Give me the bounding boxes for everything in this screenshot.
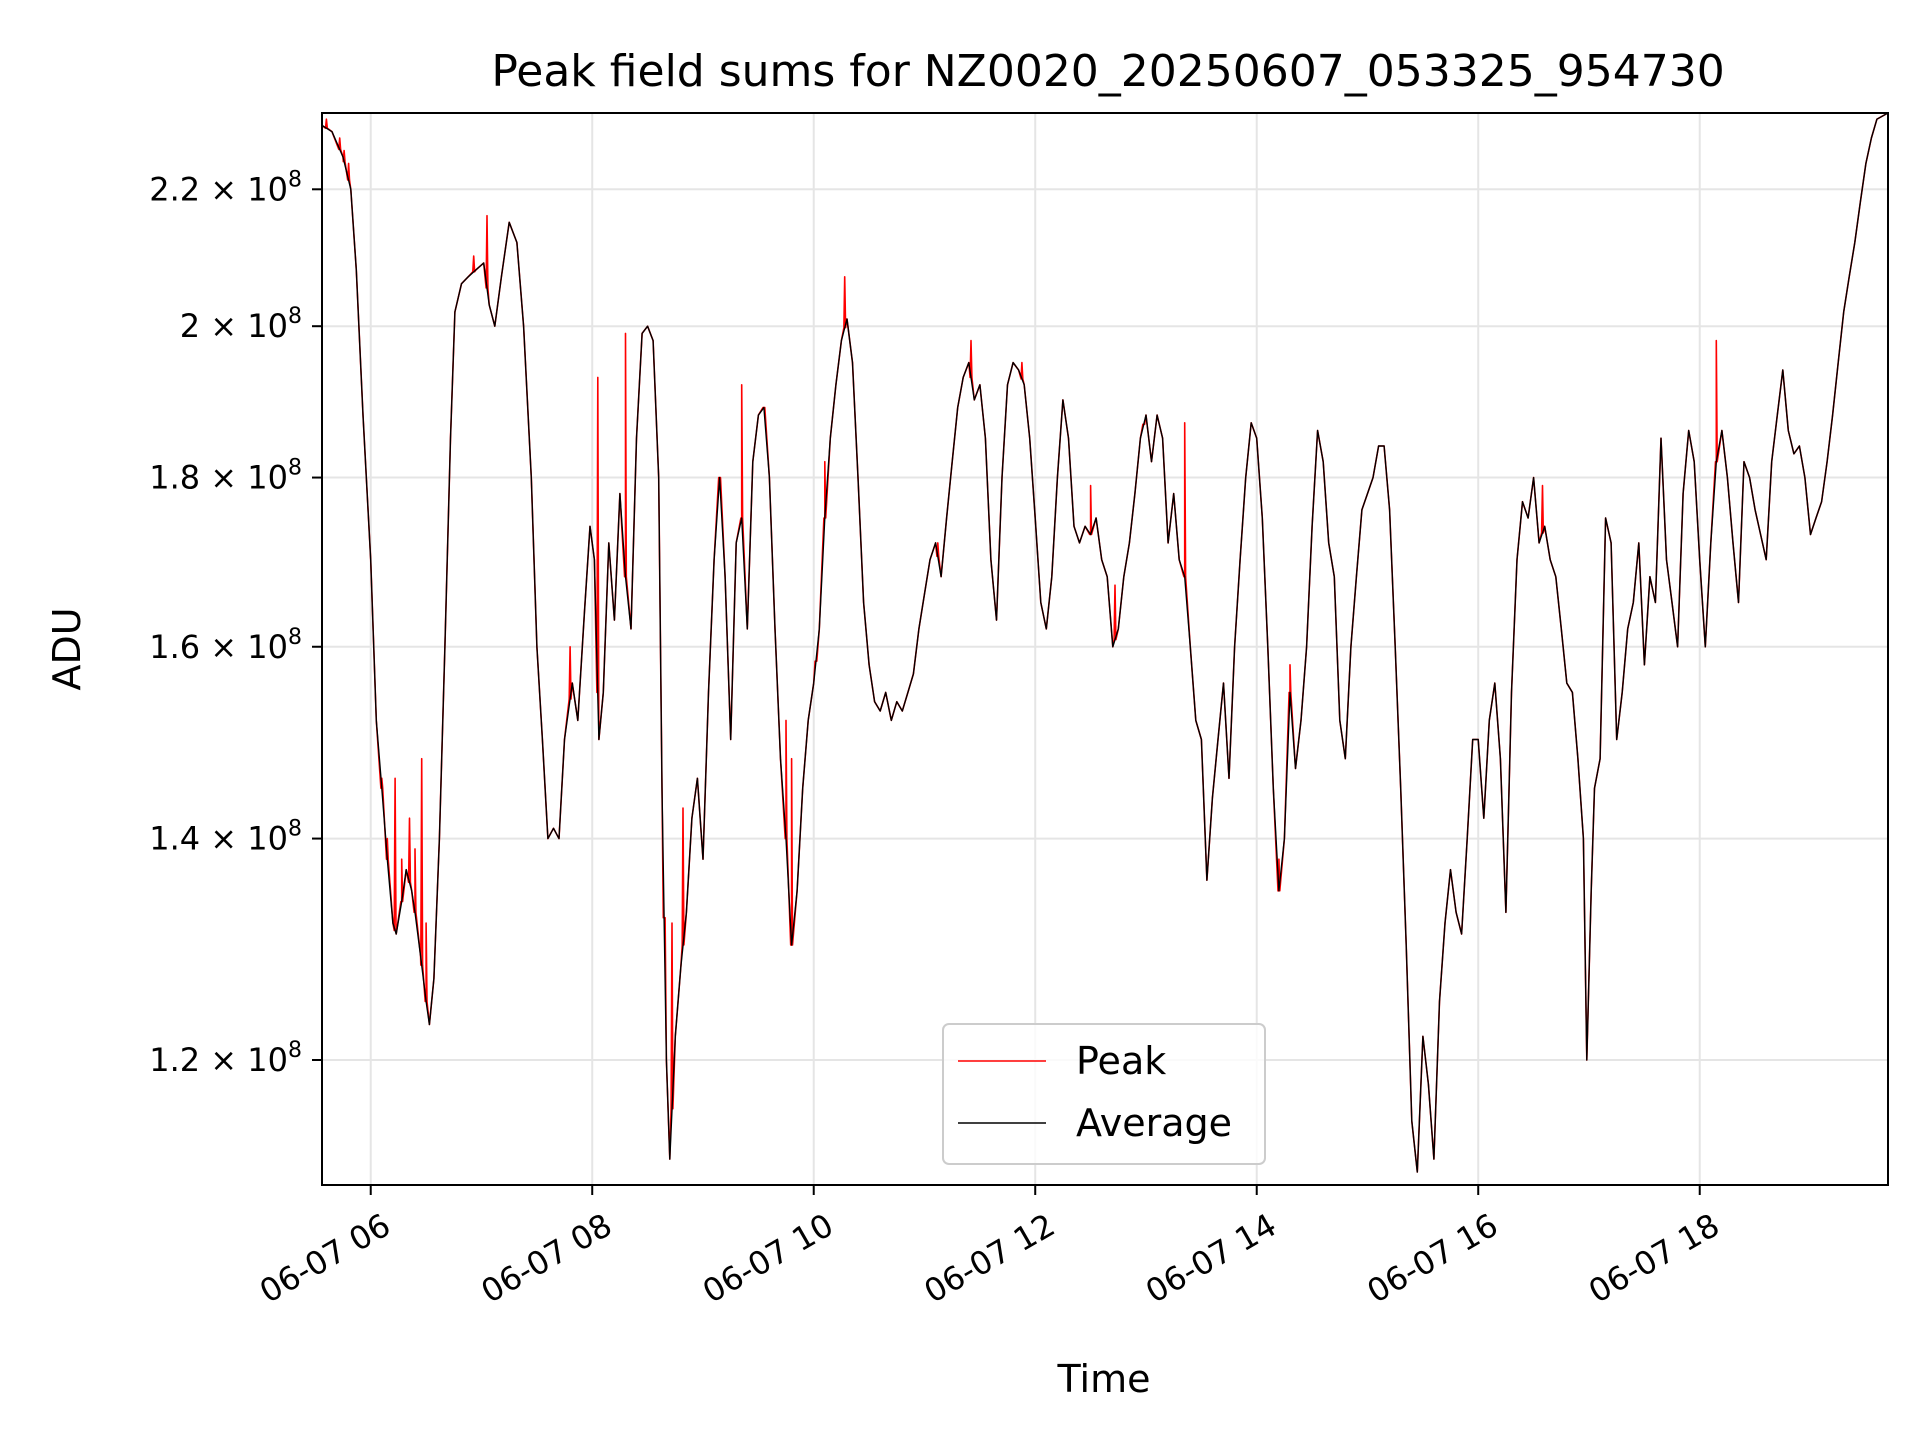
y-tick-label: 1.8 × 108 (149, 456, 302, 497)
grid-lines (322, 113, 1888, 1185)
legend-peak-label: Peak (1076, 1039, 1166, 1083)
y-tick-label: 1.6 × 108 (149, 625, 302, 666)
y-tick-label: 1.2 × 108 (149, 1038, 302, 1079)
y-tick-label: 2.2 × 108 (149, 167, 302, 208)
plot-frame (321, 112, 1889, 1186)
series-average-line (322, 113, 1888, 1173)
legend-box (942, 1023, 1266, 1165)
y-tick-label: 1.4 × 108 (149, 817, 302, 858)
y-axis-label: ADU (45, 607, 89, 690)
chart-title: Peak field sums for NZ0020_20250607_0533… (491, 46, 1724, 97)
x-axis-label: Time (1057, 1357, 1151, 1401)
series-group (322, 113, 1888, 1173)
legend-average-label: Average (1076, 1101, 1232, 1145)
y-tick-label: 2 × 108 (180, 304, 302, 345)
y-axis-ticks: 1.2 × 108 1.4 × 108 1.6 × 108 1.8 × 108 2 × … (149, 167, 322, 1079)
legend: Peak Average (942, 1023, 1266, 1165)
plot-area (322, 113, 1888, 1173)
